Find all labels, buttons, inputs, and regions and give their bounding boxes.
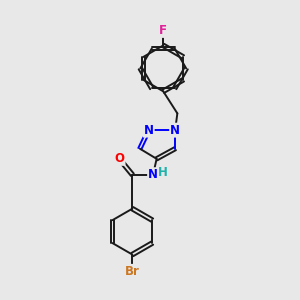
Text: N: N — [144, 124, 154, 136]
Text: O: O — [115, 152, 124, 165]
Text: H: H — [158, 167, 168, 179]
Text: N: N — [148, 168, 158, 181]
Text: Br: Br — [125, 265, 140, 278]
Text: F: F — [159, 24, 167, 37]
Text: N: N — [170, 124, 180, 136]
